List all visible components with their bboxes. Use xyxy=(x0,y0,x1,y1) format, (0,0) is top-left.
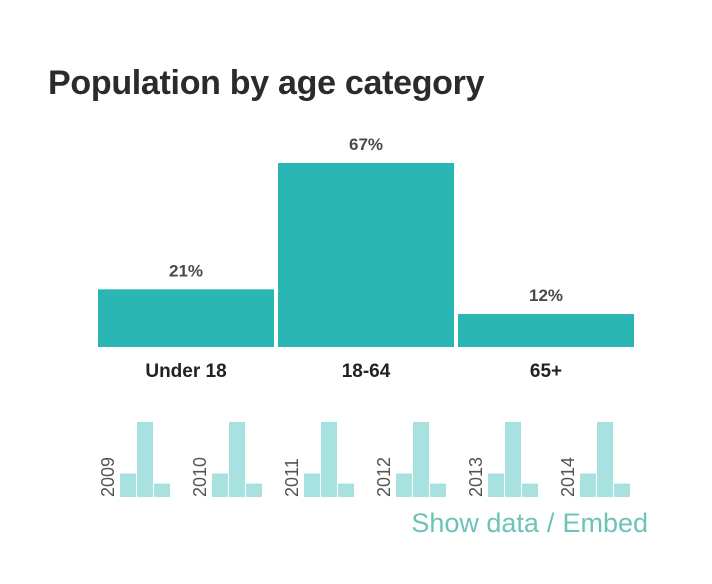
mini-chart-2014[interactable]: 2014 xyxy=(558,422,630,497)
mini-bar xyxy=(338,483,354,497)
mini-chart-2013[interactable]: 2013 xyxy=(466,422,538,497)
mini-bar xyxy=(396,473,412,497)
mini-bar xyxy=(430,483,446,497)
bar-0[interactable] xyxy=(98,289,274,347)
mini-bar xyxy=(505,422,521,497)
embed-link[interactable]: Embed xyxy=(562,508,648,538)
mini-bar xyxy=(154,483,170,497)
bar-1[interactable] xyxy=(278,163,454,347)
mini-bar xyxy=(137,422,153,497)
year-label: 2011 xyxy=(282,458,302,497)
year-label: 2014 xyxy=(558,457,578,497)
bar-value-label: 67% xyxy=(349,135,383,154)
mini-bar xyxy=(229,422,245,497)
category-label: 18-64 xyxy=(342,361,391,382)
mini-chart-2011[interactable]: 2011 xyxy=(282,422,354,497)
mini-bar xyxy=(614,483,630,497)
mini-bar xyxy=(246,483,262,497)
mini-bar xyxy=(580,473,596,497)
mini-bar xyxy=(597,422,613,497)
mini-bar xyxy=(304,473,320,497)
mini-bar xyxy=(321,422,337,497)
mini-chart-2009[interactable]: 2009 xyxy=(98,422,170,497)
category-label: 65+ xyxy=(530,361,562,382)
show-data-link[interactable]: Show data xyxy=(411,508,539,538)
mini-bar xyxy=(522,483,538,497)
mini-bar xyxy=(413,422,429,497)
year-label: 2009 xyxy=(98,457,118,497)
bar-chart: 21% Under 18 67% 18-64 12% 65+ xyxy=(98,135,634,382)
year-label: 2013 xyxy=(466,457,486,497)
mini-chart-2010[interactable]: 2010 xyxy=(190,422,262,497)
mini-chart-2012[interactable]: 2012 xyxy=(374,422,446,497)
year-label: 2012 xyxy=(374,457,394,497)
link-separator: / xyxy=(546,508,555,538)
bar-2[interactable] xyxy=(458,314,634,347)
mini-bar xyxy=(212,473,228,497)
year-label: 2010 xyxy=(190,457,210,497)
year-sparkbars[interactable]: 2009 2010 2011 2012 2013 2014 xyxy=(0,405,712,505)
mini-bar xyxy=(120,473,136,497)
mini-bar xyxy=(488,473,504,497)
bar-value-label: 21% xyxy=(169,261,203,280)
bar-value-label: 12% xyxy=(529,286,563,305)
chart-links: Show data / Embed xyxy=(411,508,648,539)
category-label: Under 18 xyxy=(145,361,226,382)
chart-title: Population by age category xyxy=(48,64,485,102)
